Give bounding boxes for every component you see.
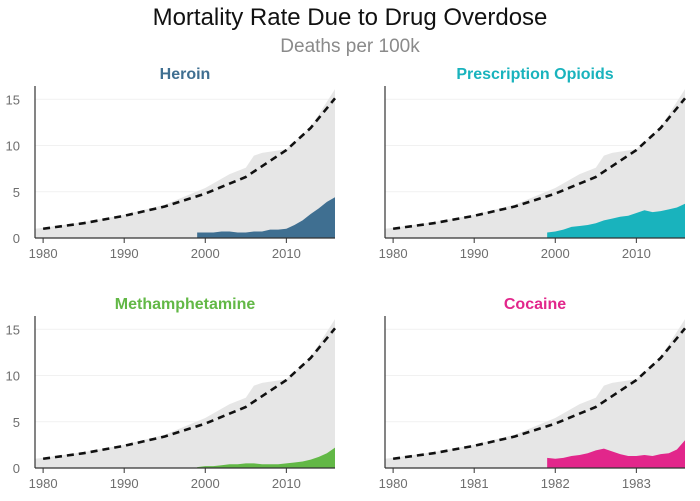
x-tick-label: 1983: [622, 476, 651, 491]
drug-series-area: [197, 447, 335, 468]
x-tick-label: 1990: [110, 476, 139, 491]
total-overdose-area: [385, 319, 685, 468]
x-tick-label: 1982: [541, 476, 570, 491]
x-tick-label: 1981: [460, 476, 489, 491]
panel-title: Prescription Opioids: [456, 66, 613, 83]
trend-line: [392, 327, 687, 461]
y-tick-label: 15: [6, 322, 20, 337]
x-tick-label: 1980: [379, 246, 408, 261]
drug-series-area: [547, 203, 685, 238]
x-tick-label: 2010: [622, 246, 651, 261]
trend-line: [392, 97, 687, 231]
panel-title: Cocaine: [504, 296, 566, 313]
panel-heroin: Heroin 0 5 10 15 1980 1990 2000 2010: [6, 66, 337, 261]
y-tick-label: 5: [13, 185, 20, 200]
total-overdose-area: [35, 89, 335, 238]
total-overdose-area: [385, 89, 685, 238]
chart-subtitle: Deaths per 100k: [280, 36, 420, 57]
x-tick-label: 2000: [541, 246, 570, 261]
y-tick-label: 10: [6, 139, 20, 154]
x-tick-label: 2000: [191, 476, 220, 491]
panel-prescription-opioids: Prescription Opioids 1980 1990 2000 2010: [379, 66, 687, 261]
panel-title: Heroin: [160, 66, 211, 83]
x-tick-label: 2000: [191, 246, 220, 261]
x-tick-label: 1980: [29, 476, 58, 491]
y-tick-label: 10: [6, 369, 20, 384]
y-tick-label: 5: [13, 415, 20, 430]
y-tick-label: 0: [13, 231, 20, 246]
x-tick-label: 1980: [29, 246, 58, 261]
x-tick-label: 1980: [379, 476, 408, 491]
panel-title: Methamphetamine: [115, 296, 256, 313]
y-tick-label: 15: [6, 92, 20, 107]
y-tick-label: 0: [13, 461, 20, 476]
panel-cocaine: Cocaine 1980 1981 1982 1983: [379, 296, 687, 491]
trend-line: [42, 97, 337, 231]
panel-methamphetamine: Methamphetamine 0 5 10 15 1980 1990 2000 2010: [6, 296, 337, 491]
x-tick-label: 1990: [460, 246, 489, 261]
drug-series-area: [547, 440, 685, 468]
x-tick-label: 2010: [272, 246, 301, 261]
total-overdose-area: [35, 319, 335, 468]
trend-line: [42, 327, 337, 461]
x-tick-label: 1990: [110, 246, 139, 261]
drug-series-area: [197, 197, 335, 238]
chart-title: Mortality Rate Due to Drug Overdose: [152, 4, 548, 31]
x-tick-label: 2010: [272, 476, 301, 491]
